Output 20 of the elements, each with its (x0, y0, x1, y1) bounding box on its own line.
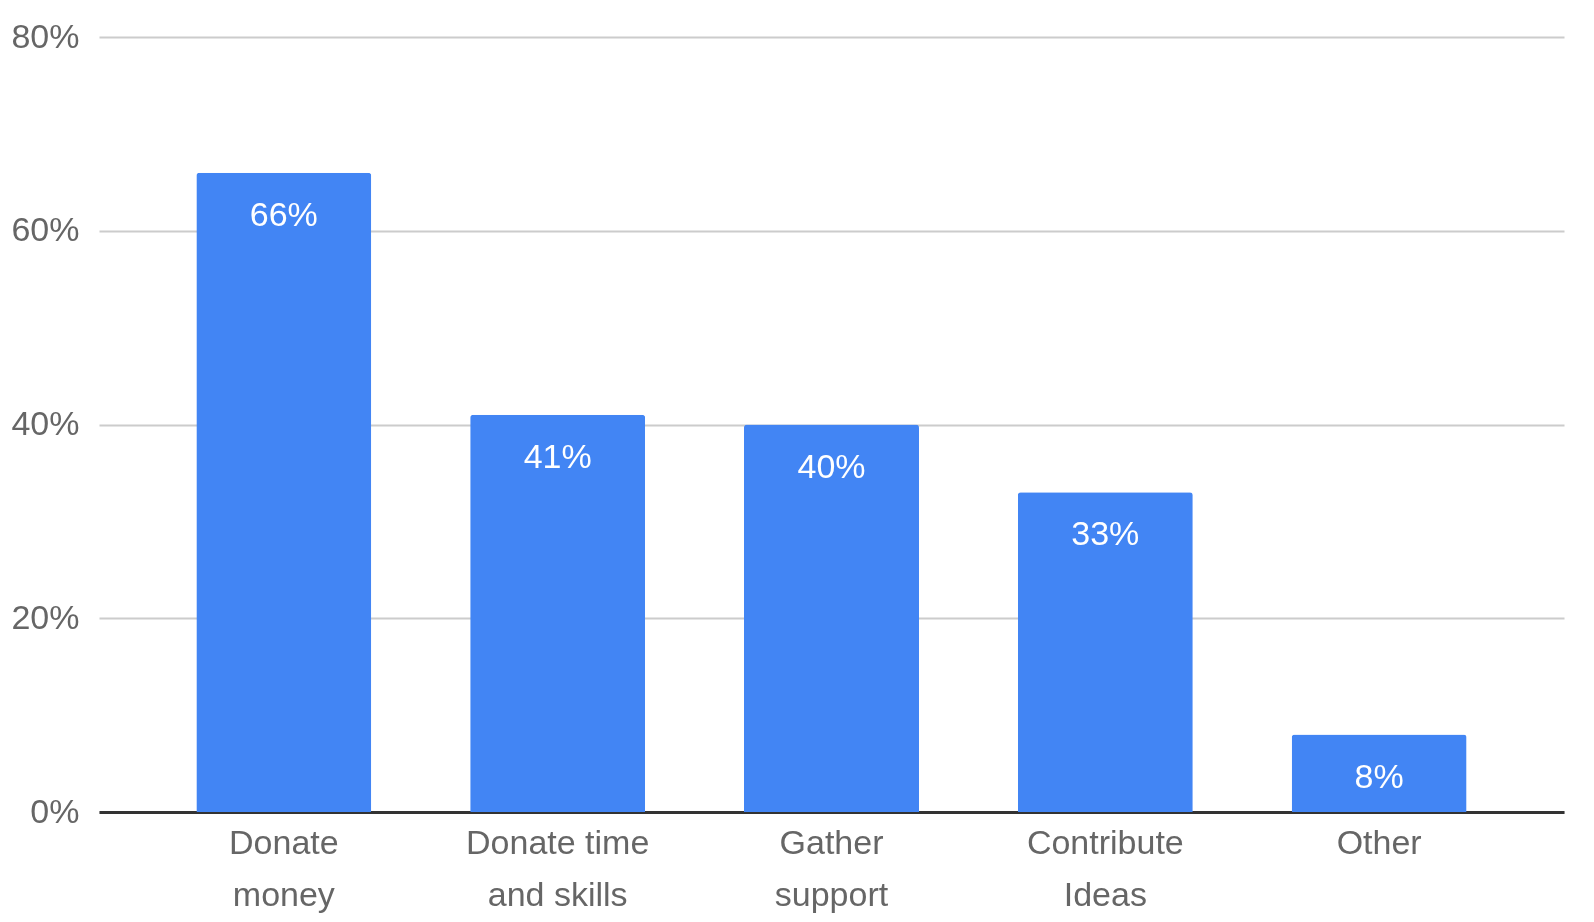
y-tick-label: 40% (11, 404, 80, 442)
bar (470, 414, 646, 812)
bar (744, 424, 919, 812)
x-tick-label: Contribute Ideas (1026, 822, 1184, 913)
y-tick-label: 60% (11, 210, 80, 249)
bar (196, 172, 372, 812)
data-label: 33% (1071, 514, 1140, 553)
data-label: 66% (249, 194, 318, 233)
data-label: 40% (797, 446, 866, 485)
bar (1291, 734, 1467, 812)
x-tick-label: Gather support (774, 822, 889, 913)
data-label: 41% (523, 436, 592, 475)
x-tick-label: Other (1336, 822, 1422, 861)
x-tick-label: Donate time and skills (466, 822, 650, 913)
bar (1017, 492, 1193, 812)
y-tick-label: 20% (11, 597, 80, 636)
x-tick-label: Donate money (229, 822, 339, 913)
data-label: 8% (1354, 756, 1404, 795)
y-tick-label: 0% (30, 791, 80, 830)
y-tick-label: 80% (11, 16, 80, 55)
